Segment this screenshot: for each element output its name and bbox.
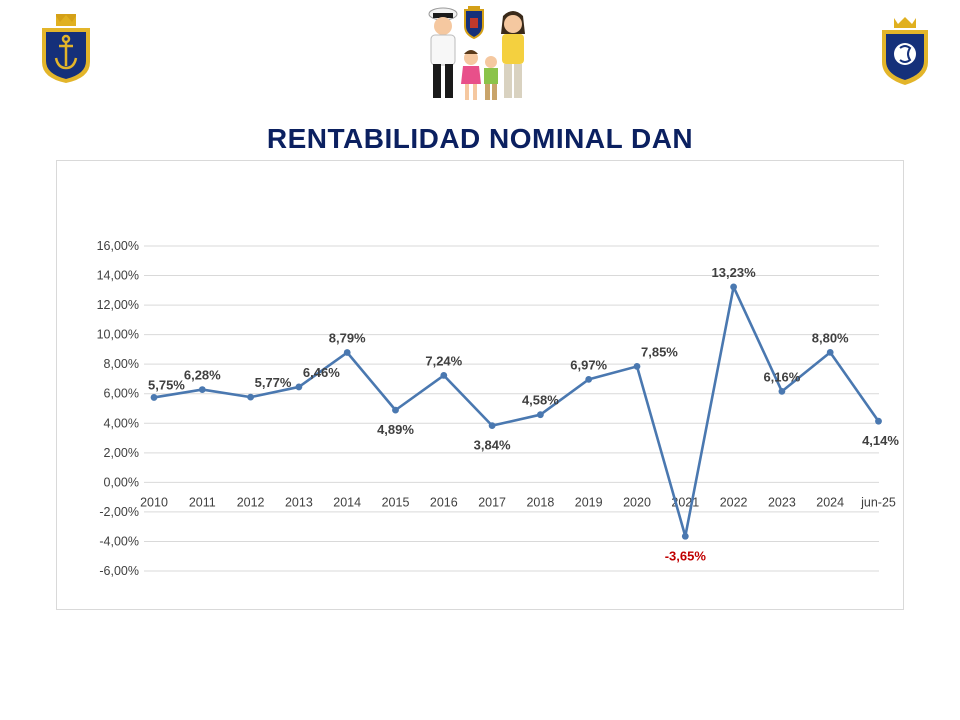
y-tick-label: 6,00%: [104, 387, 139, 401]
data-point: [247, 393, 255, 401]
chart-area: 16,00% 14,00% 12,00% 10,00% 8,00% 6,00% 4,00% 2…: [56, 160, 904, 610]
navy-anchor-shield-logo: [42, 14, 90, 83]
data-point: [198, 386, 206, 393]
child-girl-icon: [461, 50, 481, 100]
data-point: [150, 394, 158, 401]
x-tick-label: 2015: [382, 495, 410, 509]
y-tick-label: 16,00%: [97, 239, 139, 253]
data-point: [295, 383, 303, 391]
x-tick-label: 2017: [478, 495, 506, 509]
x-tick-label: 2011: [189, 495, 216, 509]
x-tick-label: 2013: [285, 495, 313, 509]
x-tick-label: 2014: [333, 495, 361, 509]
y-tick-label: 8,00%: [104, 357, 139, 371]
data-point: [537, 411, 544, 419]
data-label: 7,85%: [641, 344, 678, 359]
x-tick-label: jun-25: [860, 495, 896, 509]
y-tick-label: -6,00%: [99, 564, 139, 578]
child-boy-icon: [484, 56, 498, 100]
data-label: 7,24%: [425, 353, 462, 368]
data-label: 5,77%: [255, 375, 292, 390]
line-chart: 16,00% 14,00% 12,00% 10,00% 8,00% 6,00% 4,00% 2…: [97, 239, 900, 578]
x-tick-label: 2023: [768, 495, 796, 509]
series-line: [153, 285, 880, 538]
y-tick-label: 10,00%: [97, 328, 139, 342]
data-point: [392, 406, 399, 414]
navy-emblem-shield-logo: [882, 17, 928, 85]
x-tick-label: 2016: [430, 495, 458, 509]
data-point: [633, 362, 641, 370]
x-tick-label: 2022: [720, 495, 748, 509]
data-label: 3,84%: [474, 438, 511, 453]
data-point: [730, 283, 737, 291]
y-tick-label: 2,00%: [104, 446, 139, 460]
data-label: -3,65%: [665, 548, 707, 563]
data-point: [778, 387, 786, 395]
data-point: [585, 375, 593, 383]
x-tick-label: 2012: [237, 495, 265, 509]
data-point: [343, 349, 351, 356]
x-tick-label: 2010: [140, 495, 168, 509]
slide-title: RENTABILIDAD NOMINAL DAN: [266, 123, 694, 154]
y-tick-label: 12,00%: [97, 298, 139, 312]
data-label: 6,16%: [763, 369, 800, 384]
data-label: 4,89%: [377, 422, 414, 437]
y-tick-label: -2,00%: [99, 505, 139, 519]
mother-figure-icon: [501, 11, 525, 98]
navy-badge-icon: [464, 6, 484, 40]
data-label: 8,80%: [812, 330, 849, 345]
data-label: 6,46%: [303, 365, 340, 380]
data-label: 4,58%: [522, 393, 559, 408]
crown-icon: [894, 17, 916, 28]
data-label: 8,79%: [329, 331, 366, 346]
sailor-figure-icon: [428, 7, 458, 98]
anchor-icon: [54, 34, 78, 70]
family-illustration: [428, 6, 525, 100]
data-point: [875, 417, 882, 425]
x-tick-label: 2024: [816, 495, 844, 509]
x-tick-label: 2018: [526, 495, 554, 509]
data-label: 6,28%: [184, 368, 221, 383]
data-point: [440, 372, 448, 379]
y-tick-label: 14,00%: [97, 269, 139, 283]
y-tick-label: -4,00%: [99, 534, 139, 548]
data-point: [681, 532, 689, 540]
y-tick-label: 0,00%: [104, 475, 139, 489]
data-point: [826, 348, 834, 356]
data-point: [488, 422, 496, 430]
y-tick-label: 4,00%: [104, 416, 139, 430]
data-label: 6,97%: [570, 357, 607, 372]
x-tick-label: 2019: [575, 495, 603, 509]
data-label: 5,75%: [148, 377, 185, 392]
x-tick-label: 2020: [623, 495, 651, 509]
data-label: 4,14%: [862, 433, 899, 448]
data-label: 13,23%: [712, 265, 757, 280]
